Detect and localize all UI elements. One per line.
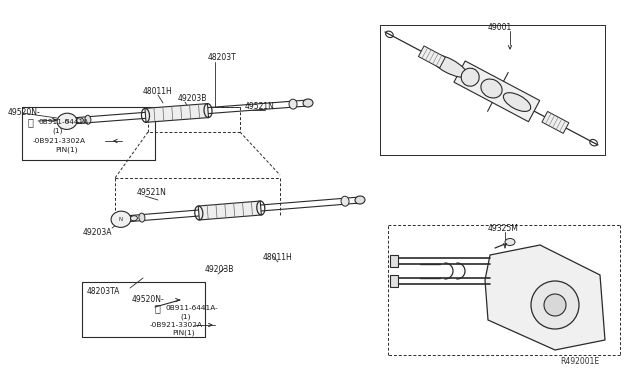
Text: 49203B: 49203B bbox=[205, 266, 234, 275]
Ellipse shape bbox=[289, 99, 297, 109]
Text: 49520N-: 49520N- bbox=[132, 295, 164, 305]
Ellipse shape bbox=[504, 93, 531, 112]
Ellipse shape bbox=[139, 213, 145, 222]
Text: 0B911-6441A-: 0B911-6441A- bbox=[165, 305, 218, 311]
Text: 49521N: 49521N bbox=[245, 102, 275, 110]
Bar bbox=[419, 46, 445, 68]
Ellipse shape bbox=[111, 211, 131, 227]
Text: (1): (1) bbox=[180, 314, 191, 320]
Text: N: N bbox=[119, 217, 123, 222]
Text: ⓝ: ⓝ bbox=[155, 303, 161, 313]
Ellipse shape bbox=[431, 55, 467, 77]
Ellipse shape bbox=[461, 68, 479, 86]
Bar bbox=[542, 112, 569, 133]
Ellipse shape bbox=[131, 216, 138, 221]
Text: 0B911-6441A-: 0B911-6441A- bbox=[38, 119, 91, 125]
Text: 48011H: 48011H bbox=[263, 253, 292, 263]
Bar bbox=[145, 104, 209, 122]
Text: R492001E: R492001E bbox=[560, 357, 599, 366]
Ellipse shape bbox=[341, 196, 349, 206]
Text: 49203A: 49203A bbox=[83, 228, 113, 237]
Text: 48203TA: 48203TA bbox=[87, 288, 120, 296]
Text: 49325M: 49325M bbox=[488, 224, 519, 232]
Text: 48203T: 48203T bbox=[208, 52, 237, 61]
Ellipse shape bbox=[531, 281, 579, 329]
Text: 49521N: 49521N bbox=[137, 187, 167, 196]
Text: -0B921-3302A: -0B921-3302A bbox=[33, 138, 86, 144]
Text: -0B921-3302A: -0B921-3302A bbox=[150, 322, 203, 328]
Ellipse shape bbox=[505, 238, 515, 246]
Bar bbox=[390, 275, 398, 287]
Bar bbox=[390, 255, 398, 267]
Text: PIN(1): PIN(1) bbox=[172, 330, 195, 336]
Text: 49203B: 49203B bbox=[178, 93, 207, 103]
Text: 48011H: 48011H bbox=[143, 87, 173, 96]
Ellipse shape bbox=[544, 294, 566, 316]
Ellipse shape bbox=[57, 113, 77, 129]
Text: ⓝ: ⓝ bbox=[28, 117, 34, 127]
Text: 49001: 49001 bbox=[488, 22, 512, 32]
Ellipse shape bbox=[355, 196, 365, 204]
Text: N: N bbox=[65, 119, 69, 124]
Ellipse shape bbox=[303, 99, 313, 107]
Text: PIN(1): PIN(1) bbox=[55, 147, 77, 153]
Polygon shape bbox=[485, 245, 605, 350]
Bar bbox=[198, 201, 261, 220]
Ellipse shape bbox=[481, 79, 502, 98]
Ellipse shape bbox=[76, 118, 83, 123]
Ellipse shape bbox=[85, 115, 91, 124]
Text: (1): (1) bbox=[52, 128, 63, 134]
Text: 49520N-: 49520N- bbox=[8, 108, 41, 116]
Polygon shape bbox=[454, 61, 540, 122]
